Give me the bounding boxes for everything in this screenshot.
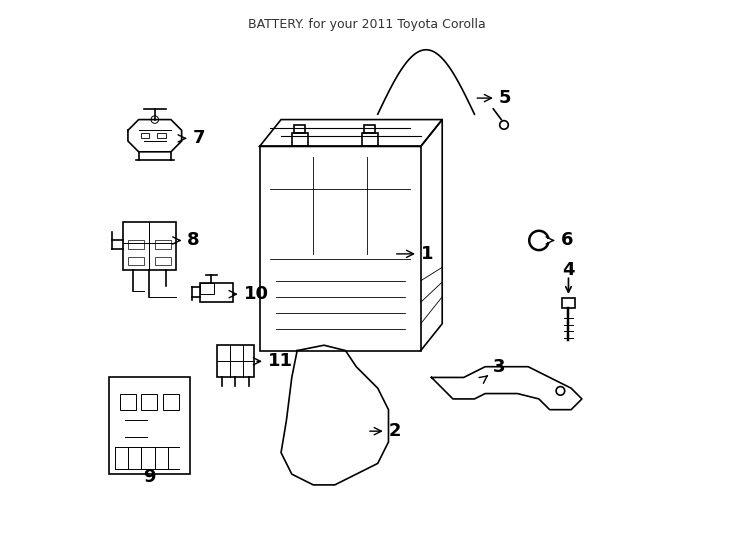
- Bar: [200, 284, 233, 302]
- Bar: [128, 256, 144, 265]
- Text: 11: 11: [253, 352, 293, 370]
- Text: 7: 7: [178, 130, 205, 147]
- Bar: [294, 125, 305, 133]
- Bar: [217, 345, 254, 377]
- Bar: [155, 240, 171, 248]
- Text: 10: 10: [229, 285, 269, 303]
- Bar: [123, 221, 176, 270]
- Text: 2: 2: [370, 422, 401, 440]
- Bar: [142, 133, 150, 138]
- Text: BATTERY. for your 2011 Toyota Corolla: BATTERY. for your 2011 Toyota Corolla: [248, 17, 486, 30]
- Text: 5: 5: [477, 89, 511, 107]
- Bar: [109, 377, 189, 474]
- Bar: [362, 133, 378, 146]
- Bar: [292, 133, 308, 146]
- Text: 4: 4: [562, 261, 575, 279]
- Bar: [260, 146, 421, 350]
- Bar: [158, 133, 166, 138]
- Text: 3: 3: [479, 357, 506, 383]
- Bar: [562, 298, 575, 308]
- Bar: [364, 125, 375, 133]
- Bar: [200, 284, 214, 294]
- Bar: [142, 394, 158, 410]
- Text: 8: 8: [172, 232, 200, 249]
- Bar: [120, 394, 136, 410]
- Text: 1: 1: [396, 245, 433, 263]
- Text: 6: 6: [546, 232, 573, 249]
- Text: 9: 9: [143, 468, 156, 486]
- Bar: [155, 256, 171, 265]
- Bar: [163, 394, 179, 410]
- Bar: [128, 240, 144, 248]
